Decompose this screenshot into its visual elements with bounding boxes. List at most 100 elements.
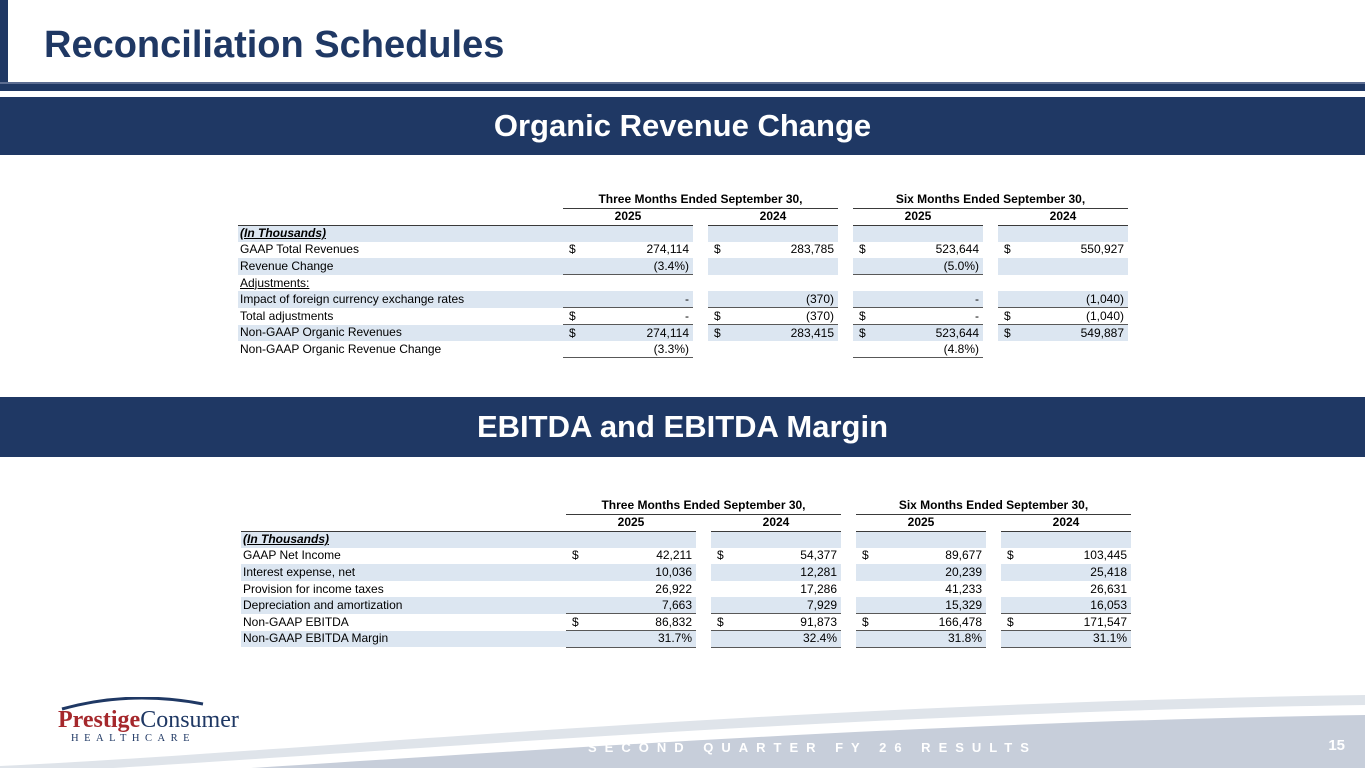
table-row: Total adjustments $ - $ (370) $ - $ (1,040) bbox=[238, 307, 1128, 326]
table-cell: $ bbox=[1007, 548, 1014, 563]
table-cell bbox=[856, 597, 886, 615]
table-cell: $ bbox=[711, 613, 741, 632]
table-cell: 2025 bbox=[853, 208, 983, 226]
table-cell: 2024 bbox=[708, 208, 838, 226]
table-row: Revenue Change (3.4%) (5.0%) bbox=[238, 258, 1128, 276]
table-cell: (3.3%) bbox=[593, 341, 693, 359]
table-cell bbox=[841, 548, 856, 565]
table-cell bbox=[838, 275, 853, 292]
table-cell bbox=[983, 258, 998, 275]
table-cell bbox=[708, 341, 738, 358]
table-cell: 31.7% bbox=[596, 630, 696, 648]
table-cell: 54,377 bbox=[800, 548, 837, 563]
table-cell bbox=[838, 308, 853, 325]
table-cell bbox=[693, 242, 708, 259]
table-row: GAAP Net Income $42,211 $54,377 $89,677 $103… bbox=[241, 548, 1131, 565]
logo-subtitle: HEALTHCARE bbox=[70, 733, 196, 744]
table-cell: Impact of foreign currency exchange rate… bbox=[238, 291, 563, 308]
table-cell bbox=[998, 225, 1028, 242]
footer-subtitle: SECOND QUARTER FY 26 RESULTS bbox=[588, 740, 1037, 755]
table-cell bbox=[693, 208, 708, 225]
table-cell: - bbox=[593, 291, 693, 309]
table-cell bbox=[696, 531, 711, 548]
table-row: (In Thousands) bbox=[241, 530, 1131, 548]
table-cell: 41,233 bbox=[945, 581, 982, 596]
table-cell: Revenue Change bbox=[238, 258, 563, 275]
table-row: Adjustments: bbox=[238, 275, 1128, 292]
table-cell bbox=[566, 581, 596, 598]
table-cell: 274,114 bbox=[646, 242, 690, 257]
table-cell: 550,927 bbox=[1080, 242, 1124, 257]
table-cell: Total adjustments bbox=[240, 308, 334, 323]
table-cell: GAAP Net Income bbox=[243, 548, 341, 563]
table-row: Impact of foreign currency exchange rate… bbox=[238, 291, 1128, 309]
table-cell: 2024 bbox=[1001, 514, 1131, 532]
table-cell bbox=[986, 631, 1001, 648]
table-cell bbox=[986, 614, 1001, 631]
table-cell bbox=[566, 564, 596, 581]
table-cell bbox=[853, 225, 883, 242]
table-cell: Provision for income taxes bbox=[243, 581, 384, 596]
table-cell bbox=[708, 275, 738, 292]
table-cell: $ bbox=[853, 324, 883, 342]
table-cell: 2024 bbox=[998, 208, 1128, 226]
table-cell bbox=[841, 564, 856, 581]
table-cell: (In Thousands) bbox=[238, 224, 563, 242]
table-cell bbox=[983, 341, 998, 358]
table-cell: 12,281 bbox=[741, 564, 841, 581]
table-cell bbox=[693, 325, 708, 342]
table-cell: (4.8%) bbox=[883, 341, 983, 359]
table-cell: 26,922 bbox=[655, 581, 692, 596]
table-cell: $ bbox=[862, 548, 869, 563]
table-cell bbox=[986, 581, 1001, 598]
table-cell bbox=[566, 597, 596, 615]
table-cell bbox=[1001, 531, 1031, 548]
table-cell: 42,211 bbox=[656, 548, 692, 563]
table-year-row: 2025 2024 2025 2024 bbox=[238, 208, 1128, 226]
table-cell bbox=[708, 225, 738, 242]
logo-brand-part1: Prestige bbox=[58, 707, 141, 733]
table-cell bbox=[696, 514, 711, 531]
table-cell bbox=[696, 548, 711, 565]
table-cell: Depreciation and amortization bbox=[241, 597, 566, 614]
table-cell bbox=[693, 308, 708, 325]
table-cell: $ bbox=[563, 307, 593, 326]
table-cell: $ bbox=[853, 307, 883, 326]
table-cell bbox=[983, 275, 998, 292]
table-cell bbox=[841, 497, 856, 514]
table-row: Provision for income taxes 26,922 17,286 41… bbox=[241, 581, 1131, 598]
table-cell: 2025 bbox=[566, 514, 696, 532]
table-cell bbox=[696, 564, 711, 581]
table-cell: 283,415 bbox=[738, 324, 838, 342]
table-cell bbox=[1001, 597, 1031, 615]
table-cell bbox=[696, 597, 711, 614]
table-cell: 103,445 bbox=[1083, 548, 1127, 563]
table-cell bbox=[241, 497, 566, 514]
table-cell: (370) bbox=[738, 291, 838, 309]
table-cell bbox=[738, 341, 838, 358]
table-cell bbox=[853, 341, 883, 359]
table-cell: $ bbox=[708, 324, 738, 342]
table-cell bbox=[998, 258, 1028, 275]
table-cell: $ bbox=[1004, 242, 1011, 257]
table-cell: 25,418 bbox=[1031, 564, 1131, 581]
table-cell bbox=[838, 325, 853, 342]
table-row: Non-GAAP Organic Revenues $274,114 $283,41… bbox=[238, 324, 1128, 342]
table-cell: GAAP Total Revenues bbox=[240, 242, 359, 257]
table-cell bbox=[986, 548, 1001, 565]
table-cell bbox=[566, 531, 596, 548]
table-cell: (3.4%) bbox=[593, 258, 693, 276]
table-cell: $ bbox=[708, 307, 738, 326]
table-row: GAAP Total Revenues $274,114 $283,785 $523,… bbox=[238, 242, 1128, 259]
section-banner-label: Organic Revenue Change bbox=[493, 108, 872, 143]
table-cell bbox=[693, 225, 708, 242]
table-cell: (In Thousands) bbox=[241, 530, 566, 548]
table-cell bbox=[856, 630, 886, 648]
table-cell bbox=[741, 531, 841, 548]
table-cell bbox=[696, 631, 711, 648]
table-cell bbox=[983, 225, 998, 242]
table-cell bbox=[563, 258, 593, 276]
table-cell: 26,631 bbox=[1090, 581, 1127, 596]
table-header-row: Three Months Ended September 30, Six Mont… bbox=[241, 497, 1131, 515]
